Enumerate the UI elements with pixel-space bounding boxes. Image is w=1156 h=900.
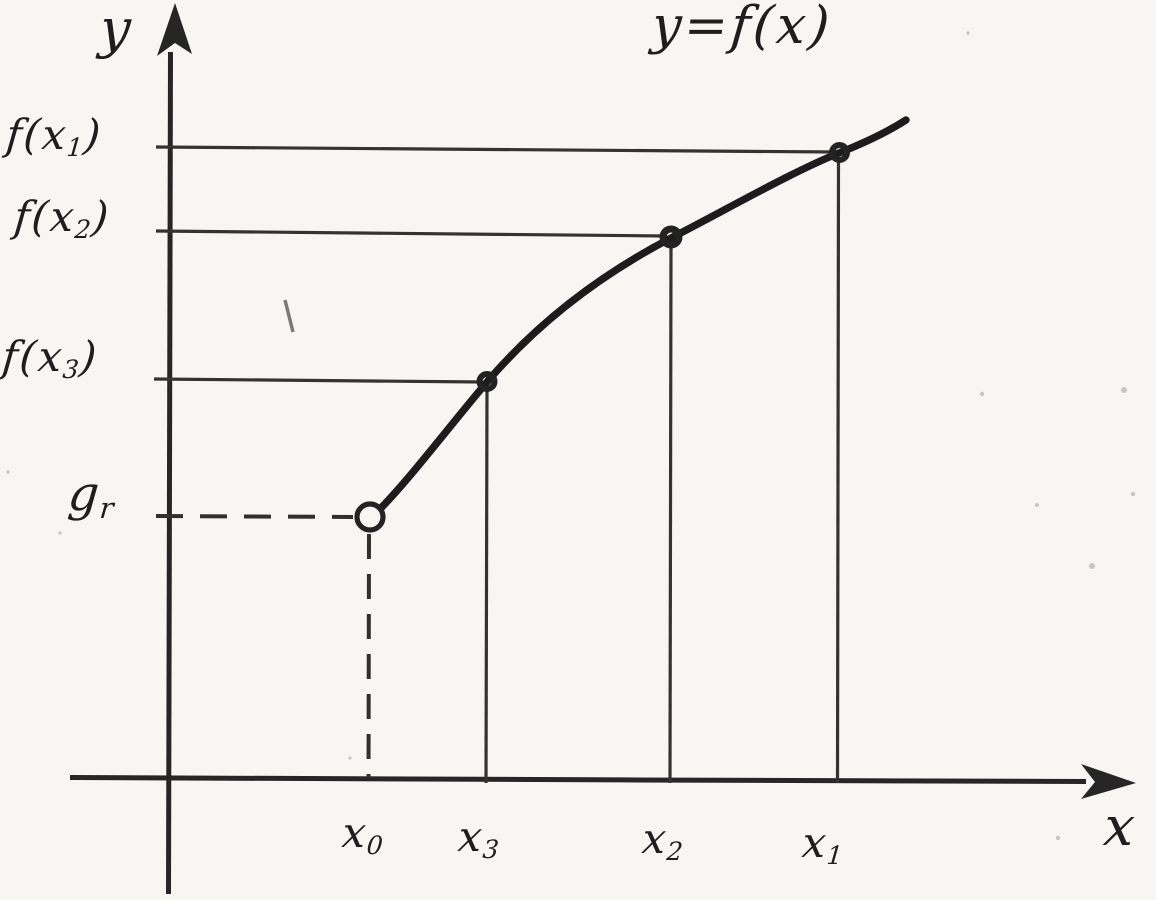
guide-v-x3 <box>484 387 489 784</box>
guide-h-fx2 <box>155 229 668 238</box>
y-tick-label-fx1: f(x1) <box>4 110 104 162</box>
label-text: y <box>97 0 136 60</box>
guide-h-fx3 <box>153 377 484 384</box>
label-text: x <box>1101 795 1140 858</box>
label-sub: 1 <box>825 841 845 871</box>
point-x2-marker <box>659 225 683 249</box>
x-axis-arrow-icon <box>1081 764 1136 799</box>
curve-equation-label: y=f(x) <box>649 0 834 56</box>
y-axis-arrow-icon <box>157 3 192 56</box>
y-tick-label-fx3: f(x3) <box>0 332 100 384</box>
guide-v-x2 <box>668 244 673 784</box>
point-x3-marker <box>476 371 498 392</box>
guide-lines-dashed <box>155 514 371 779</box>
label-sub: 0 <box>365 831 385 861</box>
guide-v-x0-dashed <box>366 533 371 779</box>
scan-noise <box>6 31 1136 841</box>
label-text: y=f(x) <box>649 0 835 56</box>
x-tick-label-x1: x1 <box>800 818 846 871</box>
guide-h-fx1 <box>155 145 837 154</box>
label-text: g <box>65 466 104 522</box>
label-text: f(x <box>12 192 78 241</box>
y-axis-label: y <box>97 0 135 60</box>
label-text: f(x <box>4 110 70 159</box>
y-tick-label-gr: gr <box>66 466 117 526</box>
label-sub: r <box>98 491 115 526</box>
x-axis <box>69 764 1136 799</box>
guide-h-gr-dashed <box>155 514 354 519</box>
x-tick-label-x2: x2 <box>640 814 686 867</box>
label-sub: 3 <box>481 835 501 865</box>
function-curve <box>377 116 910 512</box>
label-sub: 2 <box>665 837 685 867</box>
x-axis-label: x <box>1101 795 1139 858</box>
y-tick-label-fx2: f(x2) <box>12 192 112 244</box>
x-tick-label-x3: x3 <box>456 812 502 865</box>
stray-mark <box>283 299 295 333</box>
x-tick-label-x0: x0 <box>340 808 386 861</box>
guide-v-x1 <box>835 159 841 784</box>
point-x0-open-circle <box>354 501 386 533</box>
y-axis <box>157 3 192 895</box>
guide-lines-solid <box>153 145 841 784</box>
label-text: f(x <box>0 332 66 381</box>
point-x1-marker <box>829 142 850 163</box>
